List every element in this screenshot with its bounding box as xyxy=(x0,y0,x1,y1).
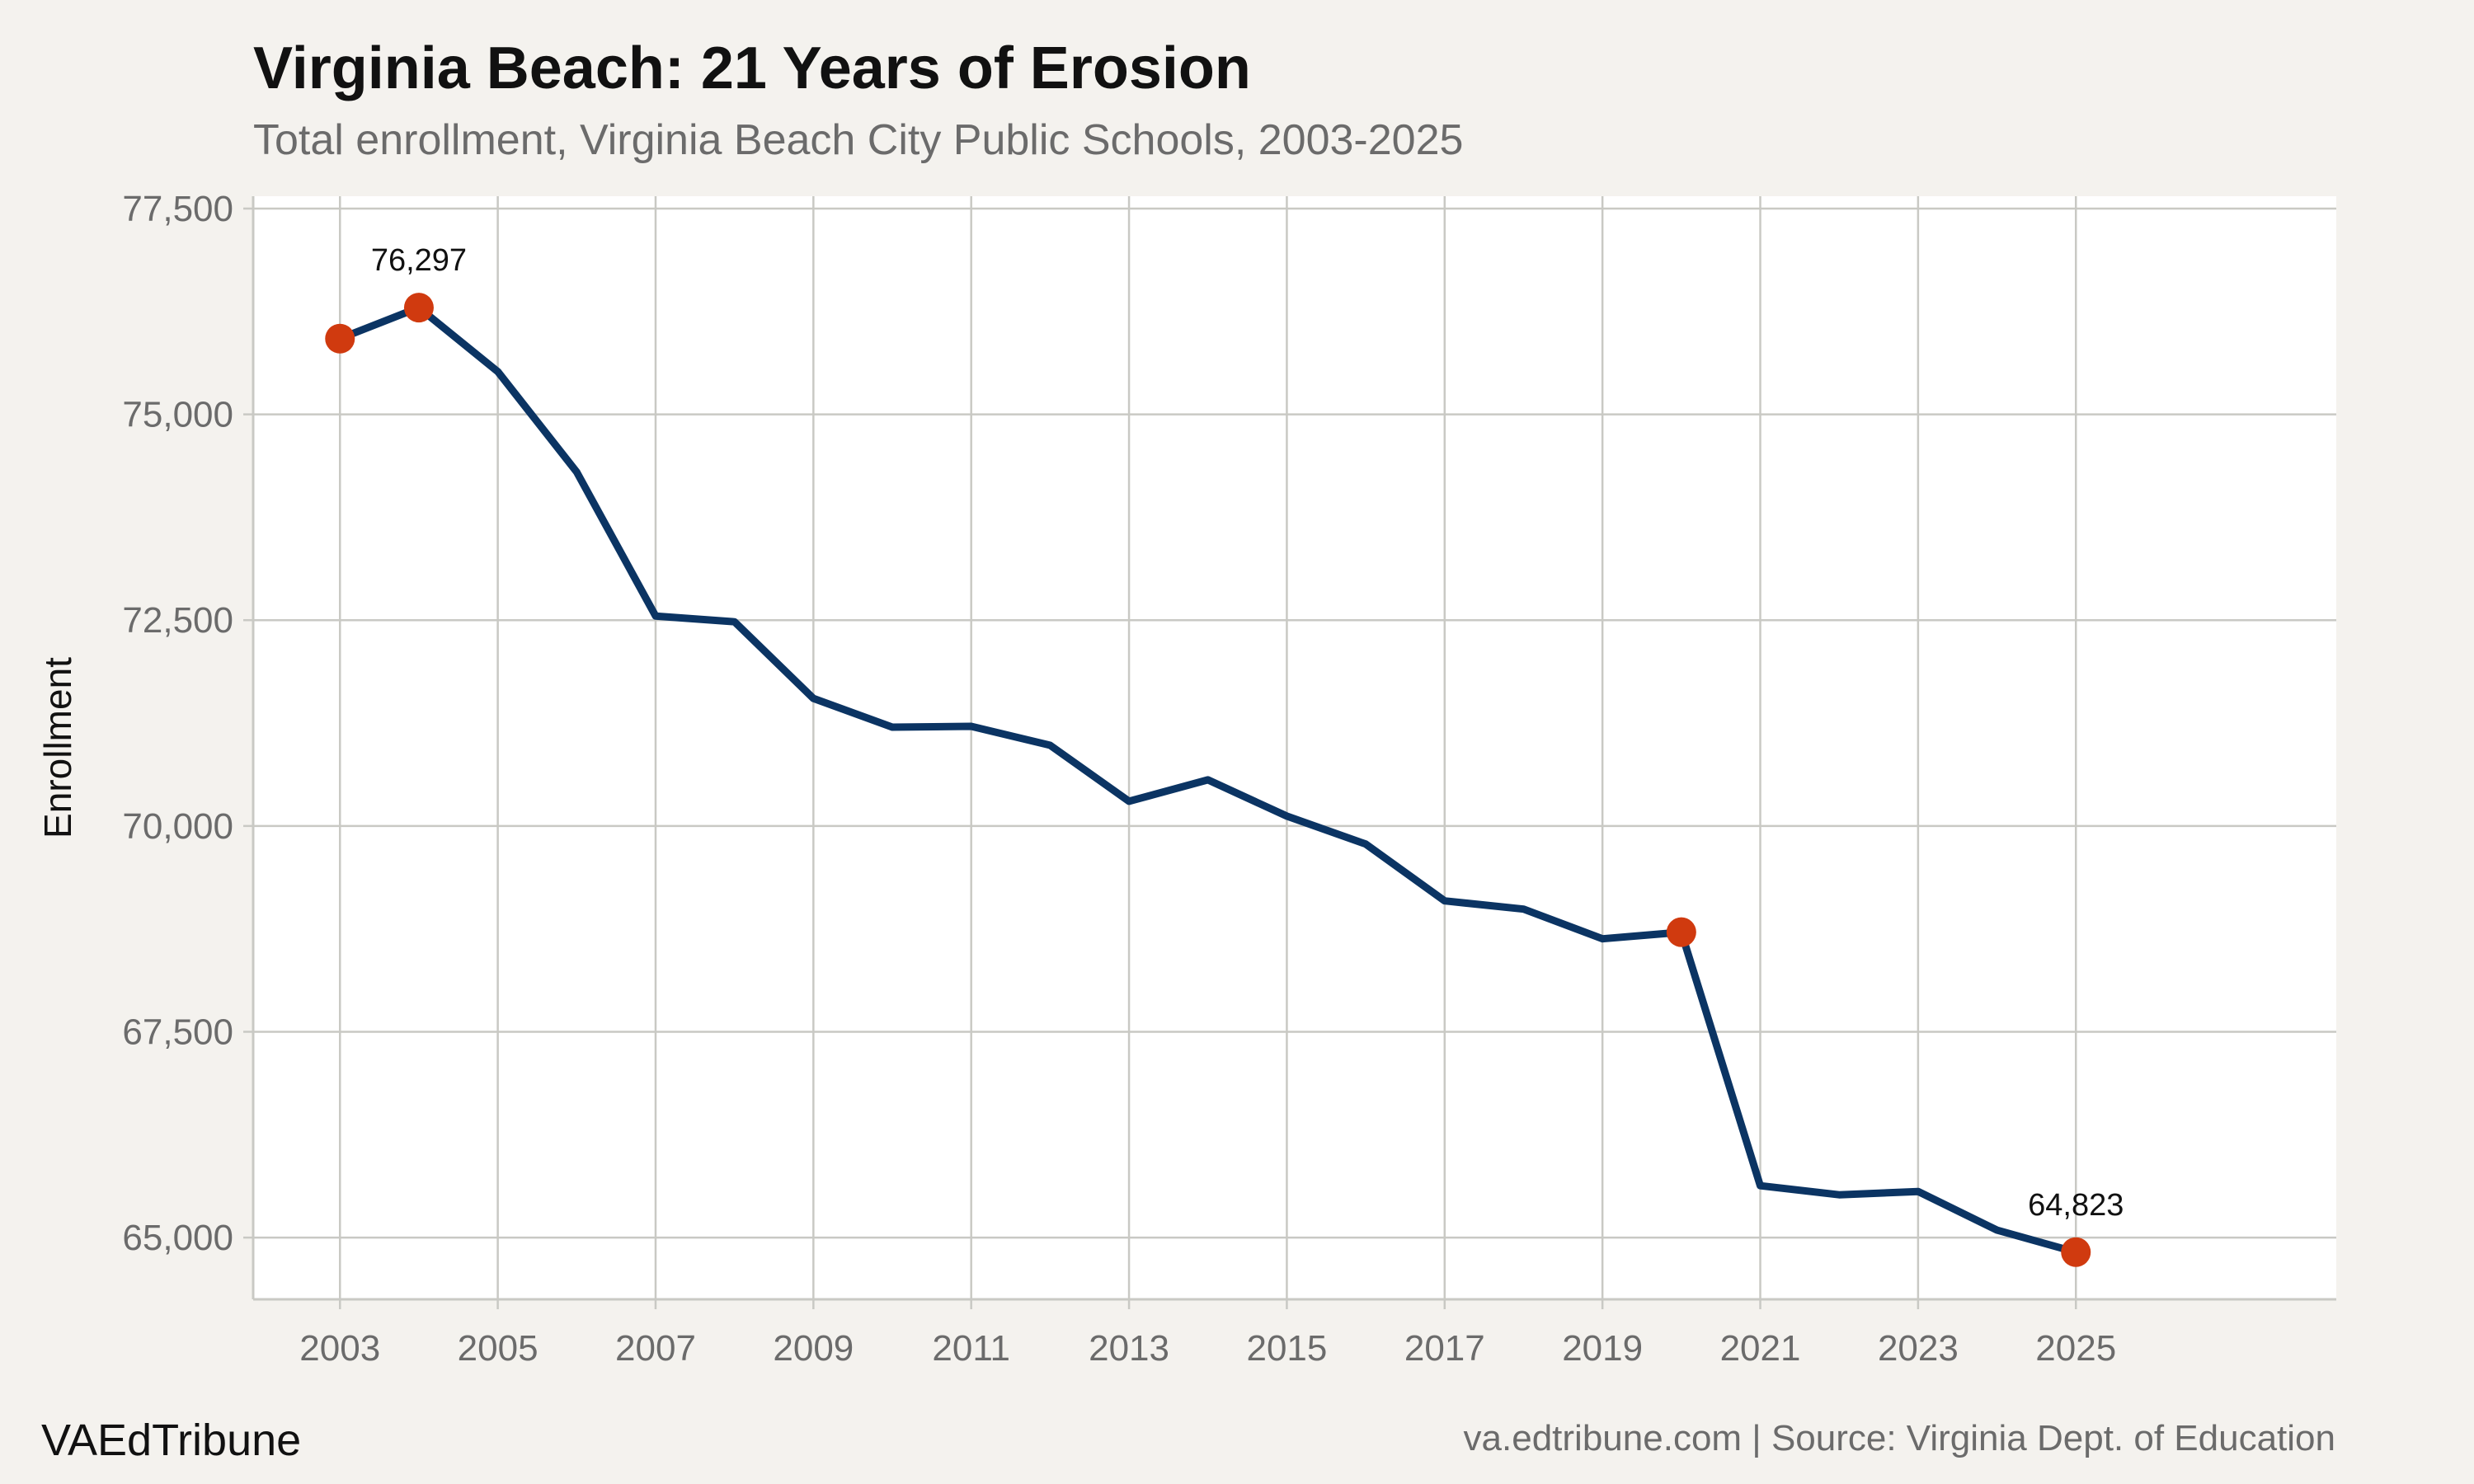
data-label: 76,297 xyxy=(371,243,467,278)
y-tick-label: 67,500 xyxy=(122,1012,233,1052)
x-axis-ticks: 2003 2005 2007 2009 2011 2013 2015 2017 2019 2021… xyxy=(299,1299,2116,1369)
chart-subtitle: Total enrollment, Virginia Beach City Pu… xyxy=(253,116,1464,164)
x-tick-label: 2023 xyxy=(1878,1328,1959,1369)
gridlines xyxy=(253,196,2336,1299)
x-tick-label: 2005 xyxy=(458,1328,539,1369)
x-tick-label: 2015 xyxy=(1246,1328,1327,1369)
axes xyxy=(252,196,2336,1301)
x-tick-label: 2009 xyxy=(773,1328,854,1369)
y-axis-label: Enrollment xyxy=(36,657,79,838)
highlight-point xyxy=(1666,917,1696,947)
x-tick-label: 2021 xyxy=(1720,1328,1801,1369)
enrollment-series-line xyxy=(336,303,2080,1256)
y-tick-label: 75,000 xyxy=(122,395,233,435)
data-label: 64,823 xyxy=(2028,1188,2124,1223)
highlight-point xyxy=(403,293,434,323)
x-tick-label: 2019 xyxy=(1562,1328,1643,1369)
y-tick-label: 65,000 xyxy=(122,1218,233,1258)
chart-title: Virginia Beach: 21 Years of Erosion xyxy=(253,35,1251,101)
brand-name: VAEdTribune xyxy=(41,1416,302,1465)
y-tick-label: 70,000 xyxy=(122,806,233,847)
y-tick-label: 72,500 xyxy=(122,600,233,641)
plot-background xyxy=(253,196,2336,1299)
x-tick-label: 2007 xyxy=(615,1328,696,1369)
highlight-points: 76,297 64,823 xyxy=(325,243,2124,1267)
x-tick-label: 2011 xyxy=(932,1328,1010,1369)
source-caption: va.edtribune.com | Source: Virginia Dept… xyxy=(1463,1418,2335,1458)
x-tick-label: 2017 xyxy=(1404,1328,1485,1369)
y-axis-ticks: 65,000 67,500 70,000 72,500 75,000 77,500 xyxy=(122,189,253,1258)
highlight-point xyxy=(2061,1237,2091,1267)
series-layer xyxy=(336,303,2080,1256)
highlight-point xyxy=(325,323,355,354)
y-tick-label: 77,500 xyxy=(122,189,233,229)
x-tick-label: 2013 xyxy=(1089,1328,1169,1369)
x-tick-label: 2025 xyxy=(2035,1328,2116,1369)
x-tick-label: 2003 xyxy=(299,1328,380,1369)
